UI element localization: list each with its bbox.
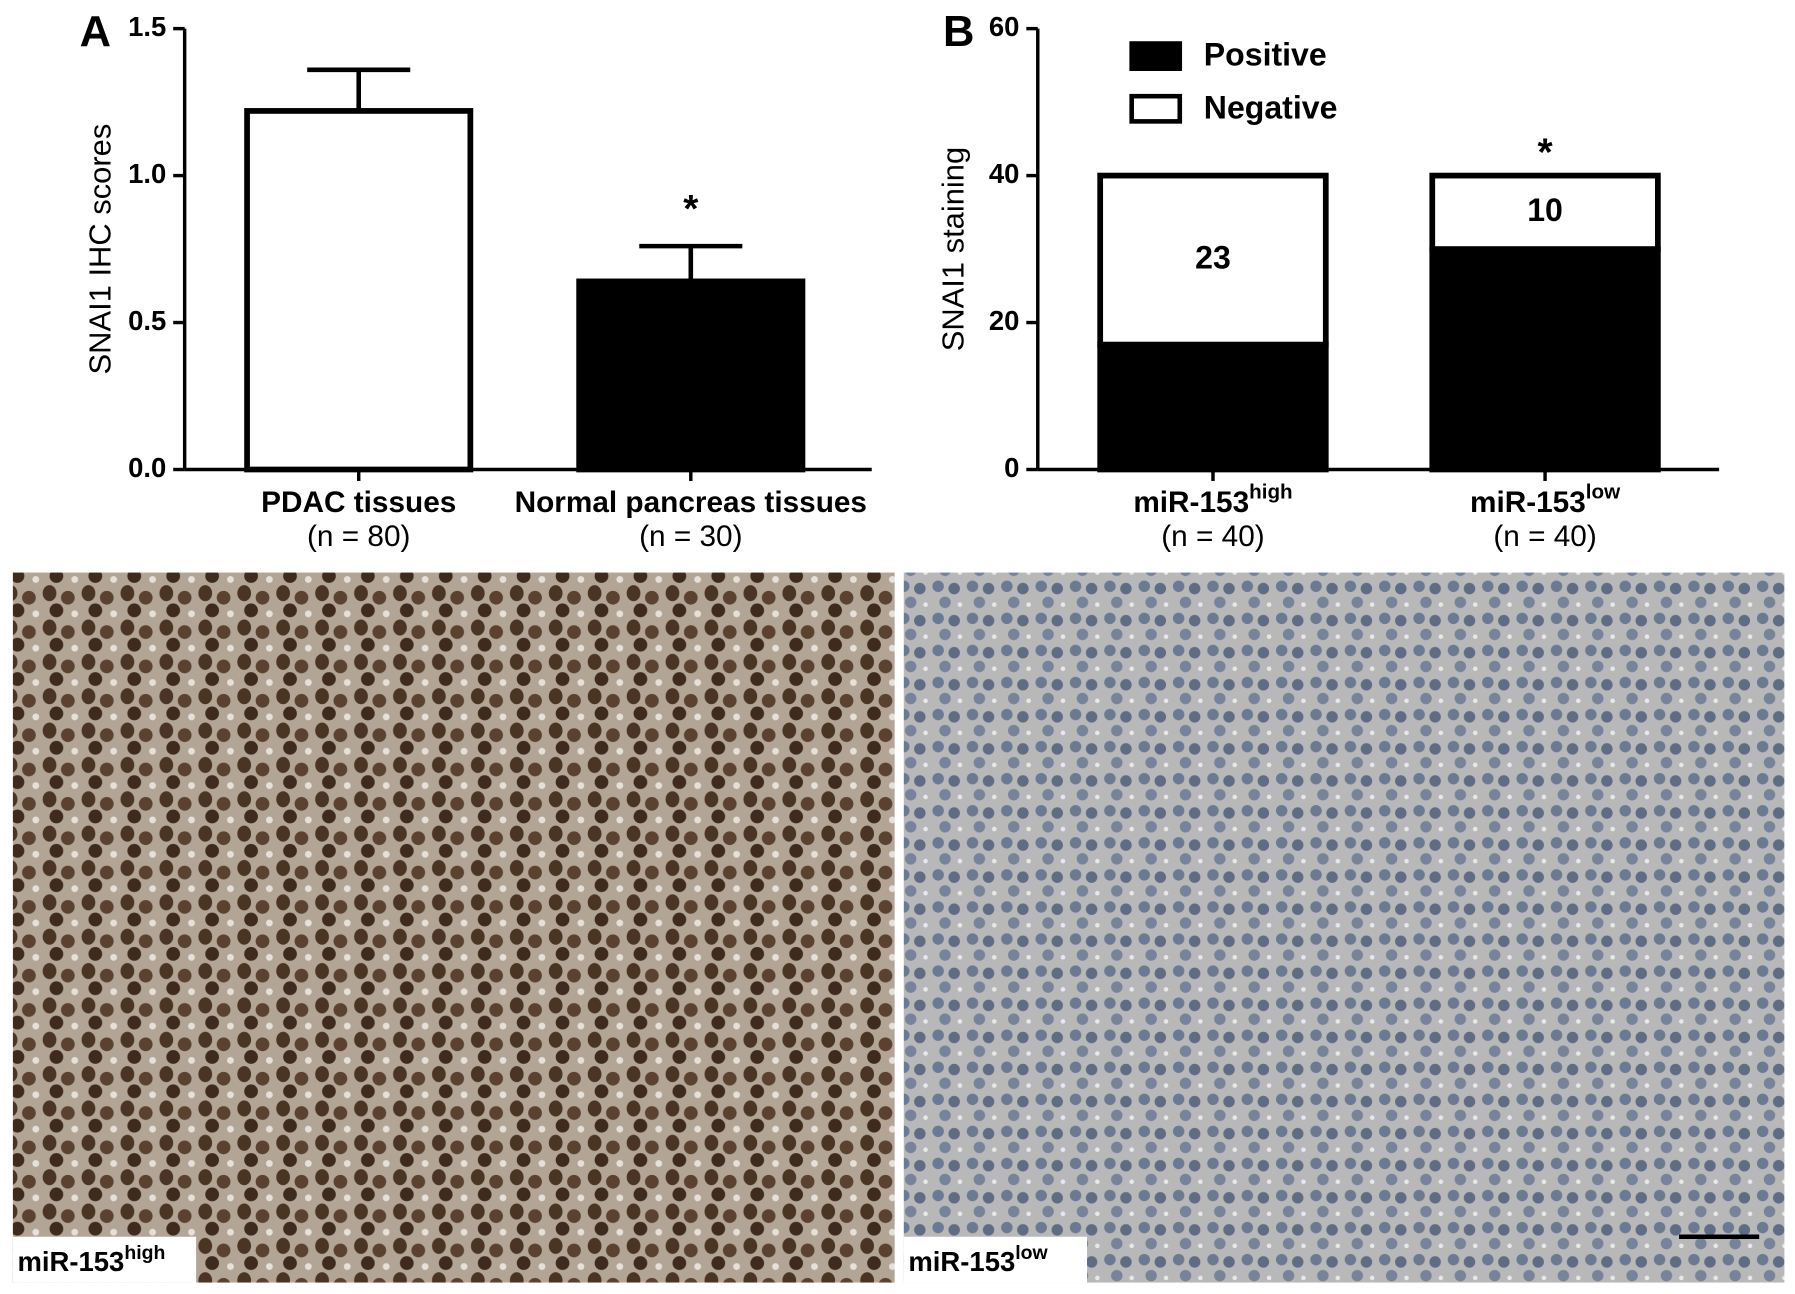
significance-marker: * [1537,131,1553,174]
bar-segment [1097,172,1329,348]
category-name: Normal pancreas tissues [515,486,867,519]
y-tick-label: 0.5 [128,305,166,336]
micrograph-label-superscript: low [1015,1242,1048,1264]
y-tick-label: 1.5 [128,11,166,42]
category-note: (n = 40) [1493,520,1596,553]
x-tick-label: miR-153high [1133,481,1292,519]
micrograph-label-text: miR-153 [17,1246,124,1277]
x-tick-label: PDAC tissues [261,486,456,519]
legend-swatch [1129,93,1183,124]
y-tick-label: 20 [989,305,1020,336]
bar-segment [1429,246,1661,473]
category-note: (n = 80) [307,520,410,553]
legend-label: Negative [1204,89,1338,125]
data-label: 10 [1527,192,1563,228]
y-axis-label: SNAI1 IHC scores [82,124,117,375]
micrograph-label: miR-153high [17,1242,165,1277]
micrograph-label-text: miR-153 [908,1246,1015,1277]
category-note: (n = 30) [639,520,742,553]
y-axis-label: SNAI1 staining [936,147,971,351]
label-background [903,1236,1088,1283]
x-tick-label: miR-153low [1470,481,1621,519]
data-label: 17 [1195,387,1231,423]
category-name: miR-153 [1470,486,1586,519]
y-tick-label: 60 [989,11,1020,42]
category-superscript: high [1249,481,1292,504]
y-tick-label: 1.0 [128,158,166,189]
label-background [12,1236,197,1283]
data-label: 23 [1195,240,1231,276]
significance-marker: * [683,188,699,231]
legend-swatch [1129,41,1183,71]
panel-label: B [943,8,974,56]
panel-label: A [80,8,111,56]
data-label: 30 [1527,339,1563,375]
x-tick-label: Normal pancreas tissues [515,486,867,519]
legend-label: Positive [1204,37,1327,73]
bar [576,278,806,473]
category-note: (n = 40) [1161,520,1264,553]
bar-segment [1429,172,1661,252]
micrograph [903,572,1785,1283]
category-superscript: low [1586,481,1621,504]
y-tick-label: 0.0 [128,452,166,483]
micrograph-label-superscript: high [124,1242,165,1264]
category-name: PDAC tissues [261,486,456,519]
micrograph-label: miR-153low [908,1242,1048,1277]
bar-segment [1097,341,1329,473]
micrograph [12,572,895,1283]
y-tick-label: 0 [1004,452,1019,483]
bar [244,108,474,473]
y-tick-label: 40 [989,158,1020,189]
category-name: miR-153 [1133,486,1249,519]
